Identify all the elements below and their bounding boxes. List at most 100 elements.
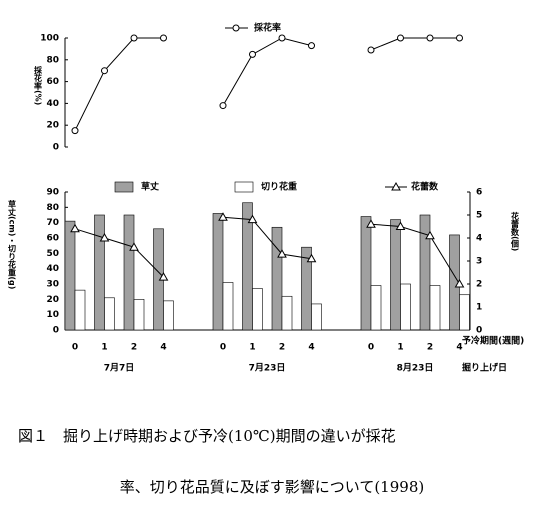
- caption: 率、切り花品質に及ぼす影響について(1998): [120, 478, 424, 496]
- tick-label: 60: [46, 77, 59, 87]
- legend-label: 草丈: [141, 181, 159, 193]
- bar: [370, 285, 382, 331]
- tick-label: 1: [476, 303, 482, 313]
- x-tick-label: 2: [427, 343, 433, 353]
- bar: [64, 220, 76, 331]
- legend-label: 切り花重: [261, 181, 297, 193]
- data-line: [74, 37, 164, 131]
- data-point: [454, 278, 465, 288]
- data-line: [370, 37, 460, 51]
- data-point: [397, 34, 404, 42]
- bar: [163, 300, 174, 331]
- bar: [400, 283, 411, 331]
- x-tick-label: 4: [308, 343, 314, 353]
- x-tick-label: 0: [220, 343, 226, 353]
- data-point: [130, 34, 138, 42]
- tick-label: 60: [46, 234, 59, 244]
- x-tick-label: 0: [368, 343, 374, 353]
- data-point: [367, 46, 375, 54]
- data-point: [99, 232, 110, 242]
- data-point: [426, 34, 434, 42]
- bar: [94, 214, 105, 331]
- tick-label: 0: [53, 326, 59, 336]
- y2-axis-label: 花蕾数(個): [510, 211, 520, 251]
- bar: [222, 282, 234, 331]
- bar: [104, 297, 115, 331]
- legend-marker: [232, 24, 240, 32]
- bar: [242, 202, 253, 331]
- x-tick-label: 1: [397, 343, 403, 353]
- data-line: [74, 228, 164, 278]
- data-point: [218, 212, 228, 221]
- x-axis-label: 予冷期間(週間): [462, 335, 524, 347]
- tick-label: 0: [53, 143, 59, 153]
- caption: 図１ 掘り上げ時期および予冷(10℃)期間の違いが採花: [18, 427, 396, 445]
- data-line: [370, 223, 460, 285]
- tick-label: 100: [40, 34, 59, 44]
- tick-label: 20: [46, 121, 59, 131]
- tick-label: 70: [46, 218, 59, 228]
- tick-label: 30: [46, 280, 59, 290]
- group-axis-label: 掘り上げ日: [462, 362, 507, 374]
- data-point: [219, 102, 227, 110]
- tick-label: 0: [476, 326, 482, 336]
- x-tick-label: 2: [131, 343, 137, 353]
- data-point: [308, 42, 315, 50]
- tick-label: 3: [476, 257, 482, 267]
- legend-label: 採花率: [254, 22, 281, 34]
- legend-marker: [391, 181, 401, 191]
- tick-label: 50: [46, 249, 59, 259]
- data-point: [71, 127, 79, 135]
- data-point: [101, 67, 108, 75]
- data-point: [249, 50, 256, 58]
- bar: [212, 213, 224, 331]
- bar: [429, 285, 441, 331]
- data-point: [395, 221, 406, 230]
- data-point: [70, 223, 80, 233]
- tick-label: 80: [46, 55, 59, 65]
- data-line: [222, 37, 312, 106]
- legend-swatch: [114, 181, 134, 193]
- group-label: 8月23日: [397, 363, 434, 374]
- data-point: [456, 34, 463, 42]
- tick-label: 2: [476, 280, 482, 290]
- bar: [360, 216, 372, 331]
- tick-label: 90: [46, 188, 59, 198]
- tick-label: 4: [476, 234, 482, 244]
- bar: [419, 214, 431, 331]
- tick-label: 40: [46, 99, 59, 109]
- legend-label: 花蕾数: [411, 181, 439, 193]
- tick-label: 10: [46, 310, 59, 320]
- data-point: [277, 249, 287, 258]
- data-point: [366, 219, 376, 228]
- bar: [301, 246, 312, 331]
- y-axis-label: 草丈(cm)・切り花重(g): [8, 199, 17, 289]
- bar: [271, 226, 283, 331]
- data-point: [129, 242, 139, 251]
- data-point: [158, 272, 169, 281]
- data-point: [160, 34, 167, 42]
- data-point: [278, 34, 286, 42]
- tick-label: 20: [46, 295, 59, 305]
- x-tick-label: 1: [249, 343, 255, 353]
- data-point: [425, 230, 435, 240]
- bar: [252, 288, 263, 331]
- x-tick-label: 0: [72, 343, 78, 353]
- bar: [390, 219, 401, 331]
- data-point: [306, 253, 317, 263]
- tick-label: 80: [46, 203, 59, 213]
- group-label: 7月23日: [249, 363, 286, 374]
- data-point: [247, 214, 258, 224]
- x-tick-label: 4: [456, 343, 462, 353]
- bar: [281, 295, 293, 331]
- x-tick-label: 2: [279, 343, 285, 353]
- group-label: 7月7日: [104, 363, 135, 374]
- data-line: [222, 216, 312, 260]
- legend-swatch: [234, 181, 254, 193]
- x-tick-label: 1: [101, 343, 107, 353]
- x-tick-label: 4: [160, 343, 166, 353]
- tick-label: 40: [46, 264, 59, 274]
- tick-label: 5: [476, 211, 482, 221]
